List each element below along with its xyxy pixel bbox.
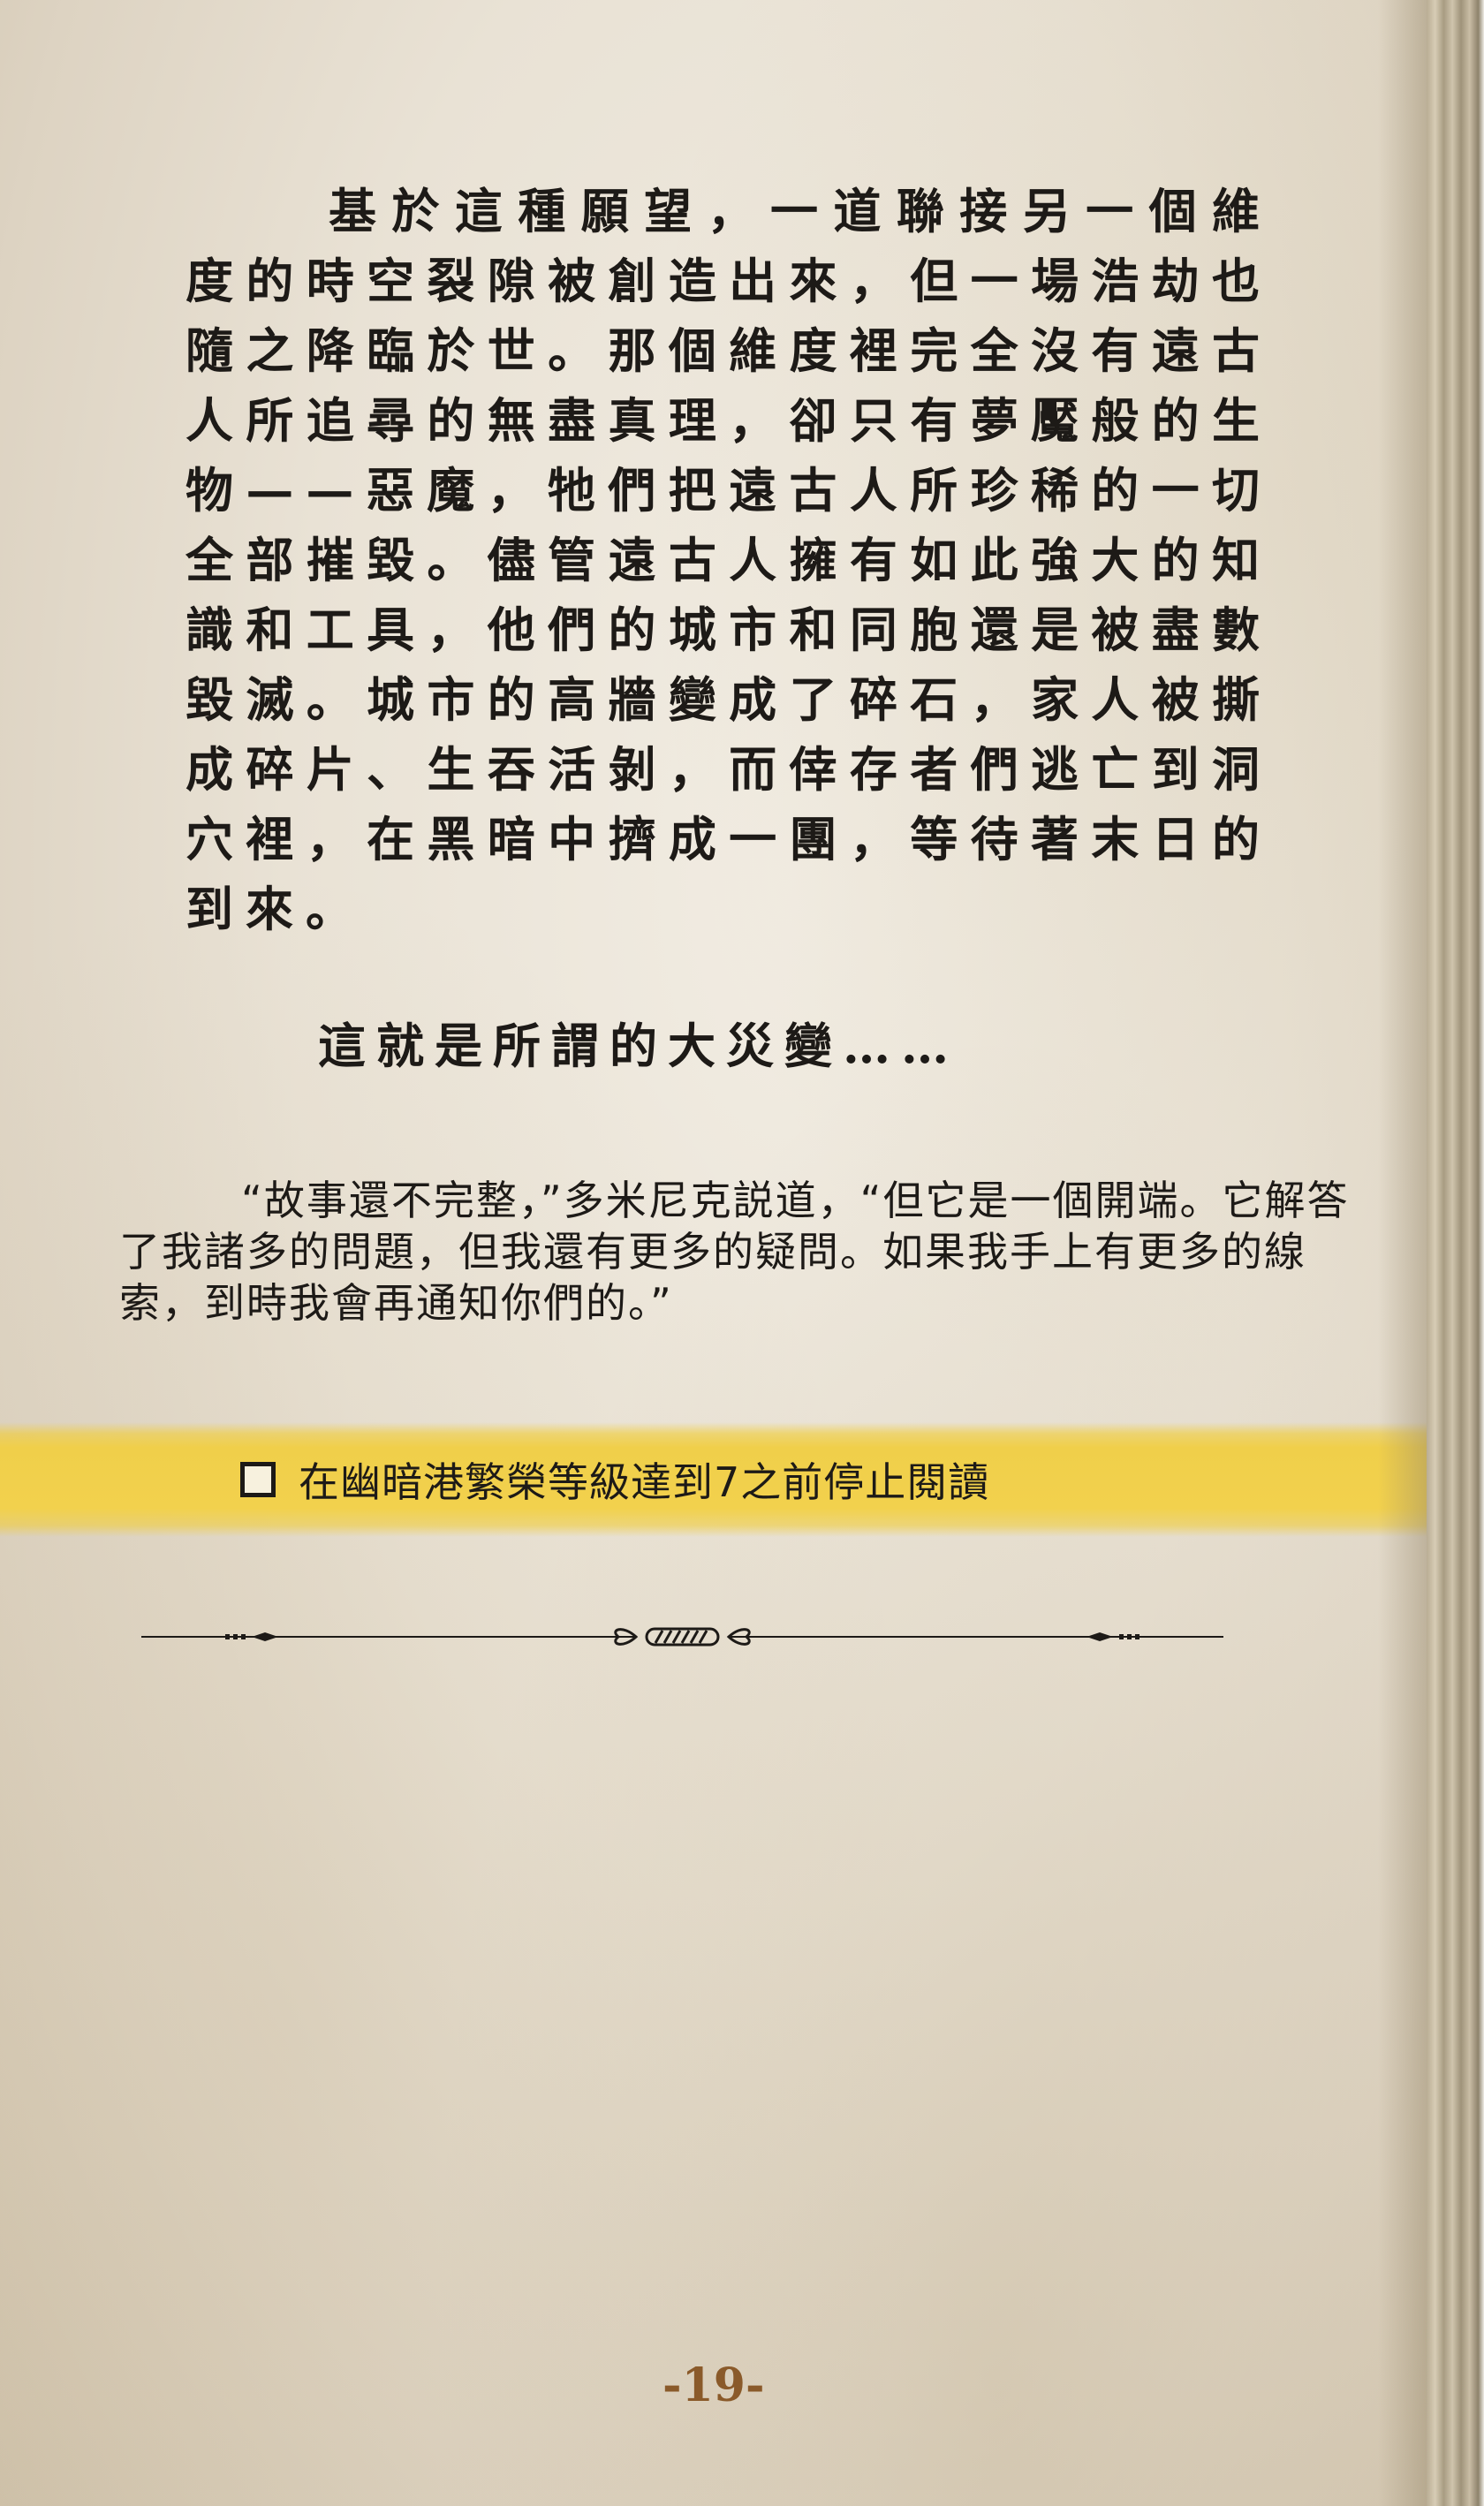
story-paragraph: 基於這種願望，一道聯接另一個維度的時空裂隙被創造出來，但一場浩劫也隨之降臨於世。… — [186, 183, 1272, 937]
page-number: -19- — [662, 2358, 765, 2412]
task-checkbox[interactable] — [240, 1462, 276, 1497]
task-label: 在幽暗港繁榮等級達到7之前停止閱讀 — [299, 1458, 990, 1506]
reading-task[interactable]: 在幽暗港繁榮等級達到7之前停止閱讀 — [240, 1449, 989, 1510]
task-highlight-band — [0, 1422, 1427, 1537]
catastrophe-line: 這就是所謂的大災變…… — [318, 1018, 959, 1074]
divider-ornament — [141, 1627, 1223, 1647]
book-page: 基於這種願望，一道聯接另一個維度的時空裂隙被創造出來，但一場浩劫也隨之降臨於世。… — [0, 0, 1427, 2506]
book-page-edges — [1427, 0, 1484, 2506]
dominic-quote: “故事還不完整，”多米尼克説道，“但它是一個開端。它解答了我諸多的問題，但我還有… — [119, 1177, 1350, 1327]
page-gutter-shadow — [1378, 0, 1427, 2506]
